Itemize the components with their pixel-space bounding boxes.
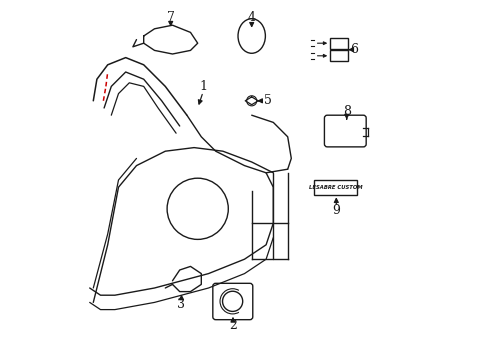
Text: 7: 7 [166,11,174,24]
Text: 9: 9 [332,204,340,217]
Text: LESABRE CUSTOM: LESABRE CUSTOM [308,185,362,190]
Text: 3: 3 [177,298,185,311]
Text: 2: 2 [228,319,236,332]
Text: 8: 8 [342,105,350,118]
Text: 6: 6 [349,43,358,56]
Text: 5: 5 [264,94,271,107]
Text: 4: 4 [247,11,255,24]
Text: 1: 1 [199,80,207,93]
